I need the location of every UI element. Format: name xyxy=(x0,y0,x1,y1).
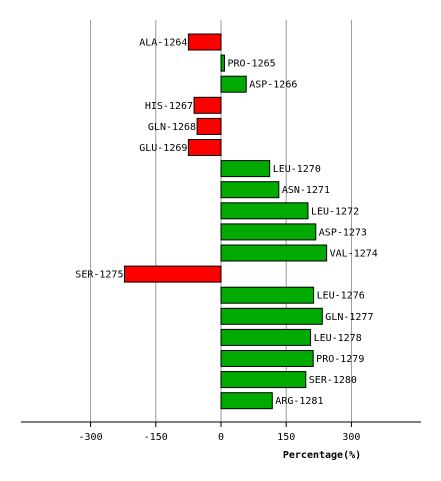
bar xyxy=(220,350,314,367)
bar-label: ASP-1273 xyxy=(319,227,367,238)
bar-label: VAL-1274 xyxy=(330,249,378,260)
x-tick-label: -300 xyxy=(79,432,103,443)
bar xyxy=(187,139,222,156)
bar-label: SER-1275 xyxy=(75,270,123,281)
bar xyxy=(220,307,323,325)
bar xyxy=(196,117,222,135)
bar-label: PRO-1279 xyxy=(316,354,364,365)
bar-label: GLN-1277 xyxy=(325,312,373,323)
bar-label: ALA-1264 xyxy=(139,38,187,49)
x-tick-label: 150 xyxy=(277,432,295,443)
bar-label: SER-1280 xyxy=(309,375,357,386)
bar-label: LEU-1278 xyxy=(314,333,362,344)
bar-label: ARG-1281 xyxy=(275,396,323,407)
x-axis: -300 -150 0 150 300 xyxy=(21,421,421,443)
bar-label: PRO-1265 xyxy=(227,59,275,70)
bar xyxy=(220,181,280,199)
bar-label: LEU-1276 xyxy=(317,291,365,302)
x-tick-label: 300 xyxy=(342,432,360,443)
bar-label: GLU-1269 xyxy=(139,143,187,154)
bar-label: LEU-1272 xyxy=(311,206,359,217)
bar xyxy=(123,265,222,283)
bar xyxy=(220,244,328,262)
x-tick-label: 0 xyxy=(218,432,224,443)
bar-label: ASN-1271 xyxy=(282,185,330,196)
bar xyxy=(220,328,312,346)
x-axis-title: Percentage(%) xyxy=(283,450,361,461)
bars-group xyxy=(123,33,328,410)
bar xyxy=(220,371,307,389)
bar xyxy=(220,75,247,93)
bar xyxy=(220,392,273,410)
x-tick-label: -150 xyxy=(144,432,168,443)
bar xyxy=(220,160,271,178)
bar xyxy=(193,96,222,114)
bar xyxy=(220,286,315,304)
bar-label: GLN-1268 xyxy=(148,122,196,133)
bar xyxy=(187,33,222,51)
bar xyxy=(220,223,317,241)
bar xyxy=(220,54,225,72)
bar xyxy=(220,202,309,220)
bar-label: ASP-1266 xyxy=(249,80,297,91)
bar-labels-group: ALA-1264 PRO-1265 ASP-1266 HIS-1267 GLN-1268… xyxy=(75,38,378,408)
bar-label: LEU-1270 xyxy=(273,164,321,175)
bar-label: HIS-1267 xyxy=(145,101,193,112)
